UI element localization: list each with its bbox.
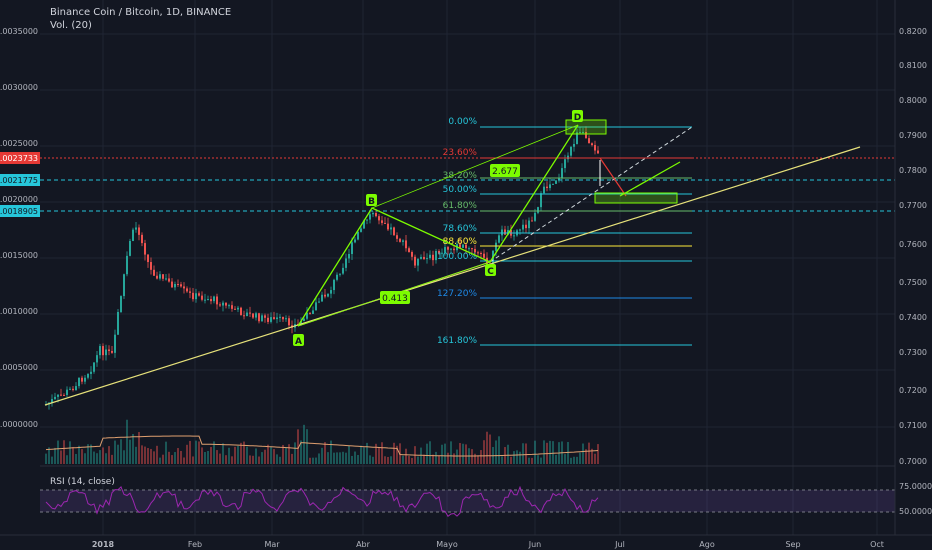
left-tick: 0.0035000 bbox=[0, 27, 38, 36]
fib-label-50: 50.00% bbox=[443, 185, 478, 195]
right-tick: 0.8200 bbox=[899, 27, 927, 36]
price-badge-cyan-1 bbox=[0, 174, 40, 186]
rsi-indicator-label[interactable]: RSI (14, close) bbox=[50, 477, 115, 487]
projection-arrow-down bbox=[599, 157, 627, 197]
chart-header: Binance Coin / Bitcoin, 1D, BINANCE Vol.… bbox=[50, 6, 231, 32]
price-badge-cyan-2 bbox=[0, 205, 40, 217]
chart-grid bbox=[40, 0, 895, 535]
time-label: 2018 bbox=[92, 540, 115, 549]
target-box-bottom bbox=[594, 192, 678, 204]
long-trendline bbox=[44, 146, 861, 406]
time-label: Jun bbox=[528, 540, 542, 549]
price-badge-cyan-1-value: 0.0021775 bbox=[0, 176, 38, 185]
fib-label-161: 161.80% bbox=[437, 336, 477, 346]
right-tick: 0.7900 bbox=[899, 131, 927, 140]
fib-label-61: 61.80% bbox=[443, 201, 478, 211]
point-d-label: D bbox=[574, 113, 581, 123]
fibonacci-lines bbox=[480, 126, 692, 346]
projection-arrow-up bbox=[619, 161, 681, 197]
right-tick: 0.7700 bbox=[899, 201, 927, 210]
ratio-label-cd: 2.677 bbox=[492, 167, 518, 177]
symbol-title[interactable]: Binance Coin / Bitcoin, 1D, BINANCE bbox=[50, 7, 232, 18]
price-badge-cyan-2-value: 0.0018905 bbox=[0, 207, 38, 216]
fib-label-88: 88.60% bbox=[443, 237, 478, 247]
time-label: Jul bbox=[614, 540, 625, 549]
volume-indicator-label[interactable]: Vol. (20) bbox=[50, 20, 92, 31]
right-price-axis: 0.8200 0.8100 0.8000 0.7900 0.7800 0.770… bbox=[899, 27, 932, 516]
left-tick: 0.0000000 bbox=[0, 420, 38, 429]
left-tick: 0.0005000 bbox=[0, 363, 38, 372]
rsi-tick: 75.0000 bbox=[899, 482, 932, 491]
right-tick: 0.7200 bbox=[899, 386, 927, 395]
right-tick: 0.7000 bbox=[899, 457, 927, 466]
time-label: Mayo bbox=[436, 540, 458, 549]
projection-dashed-line bbox=[489, 126, 693, 263]
right-tick: 0.7500 bbox=[899, 278, 927, 287]
left-tick: 0.0020000 bbox=[0, 195, 38, 204]
volume-moving-average bbox=[45, 435, 599, 457]
volume-bars bbox=[45, 419, 599, 464]
fib-label-23: 23.60% bbox=[443, 148, 478, 158]
fib-label-100: 100.00% bbox=[437, 252, 477, 262]
point-c-label: C bbox=[487, 267, 494, 277]
time-axis: 2018 Feb Mar Abr Mayo Jun Jul Ago Sep Oc… bbox=[92, 540, 884, 549]
left-tick: 0.0030000 bbox=[0, 83, 38, 92]
time-label: Sep bbox=[785, 540, 800, 549]
right-tick: 0.7800 bbox=[899, 166, 927, 175]
fib-label-78: 78.60% bbox=[443, 224, 478, 234]
point-a-label: A bbox=[295, 337, 302, 347]
time-label: Oct bbox=[870, 540, 884, 549]
rsi-band bbox=[40, 490, 895, 512]
right-tick: 0.7100 bbox=[899, 421, 927, 430]
target-box-top bbox=[565, 119, 607, 135]
right-tick: 0.8100 bbox=[899, 61, 927, 70]
time-label: Feb bbox=[188, 540, 202, 549]
price-badge-red bbox=[0, 152, 40, 164]
rsi-line bbox=[45, 485, 599, 518]
price-badge-red-value: 0.0023733 bbox=[0, 154, 38, 163]
fib-label-38: 38.20% bbox=[443, 171, 478, 181]
right-tick: 0.8000 bbox=[899, 96, 927, 105]
left-tick: 0.0025000 bbox=[0, 139, 38, 148]
time-label: Mar bbox=[264, 540, 280, 549]
point-b-label: B bbox=[368, 197, 375, 207]
right-tick: 0.7600 bbox=[899, 240, 927, 249]
ratio-label-ac: 0.413 bbox=[382, 294, 408, 304]
right-tick: 0.7300 bbox=[899, 348, 927, 357]
time-label: Abr bbox=[356, 540, 371, 549]
right-tick: 0.7400 bbox=[899, 313, 927, 322]
left-tick: 0.0010000 bbox=[0, 307, 38, 316]
fib-label-0: 0.00% bbox=[448, 117, 477, 127]
rsi-tick: 50.0000 bbox=[899, 507, 932, 516]
left-tick: 0.0015000 bbox=[0, 251, 38, 260]
time-label: Ago bbox=[699, 540, 715, 549]
fib-label-127: 127.20% bbox=[437, 289, 477, 299]
left-price-axis: 0.0035000 0.0030000 0.0025000 0.0020000 … bbox=[0, 27, 38, 429]
